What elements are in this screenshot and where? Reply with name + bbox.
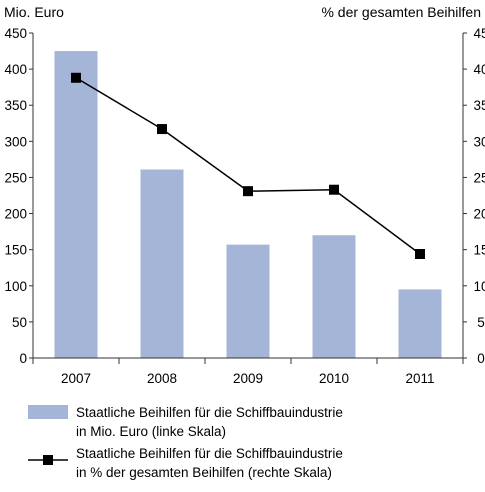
x-tick-label: 2009 [233, 371, 263, 386]
y-left-tick-label: 0 [19, 351, 27, 366]
y-right-tick-label: 45 [473, 26, 485, 41]
legend-bar-label-line1: Staatliche Beihilfen für die Schiffbauin… [76, 405, 343, 420]
y-left-tick-label: 250 [4, 170, 27, 185]
line-point [243, 186, 253, 197]
bar [54, 51, 98, 359]
x-tick-labels: 2007 2008 2009 2010 2011 [61, 371, 435, 386]
legend-bar-label-line2: in Mio. Euro (linke Skala) [76, 424, 226, 439]
line-series [71, 72, 425, 259]
y-right-axis-title: % der gesamten Beihilfen [321, 4, 481, 20]
y-left-tick-label: 350 [4, 98, 27, 113]
line-point [157, 124, 167, 135]
y-left-tick-label: 200 [4, 207, 27, 222]
y-left-axis-title: Mio. Euro [4, 4, 64, 20]
y-left-tick-label: 300 [4, 134, 27, 149]
line-point [329, 184, 339, 195]
y-right-tick-label: 0 [477, 351, 485, 366]
bar [398, 289, 442, 358]
y-right-tick-label: 40 [473, 62, 485, 77]
bar [312, 235, 356, 358]
y-left-tick-label: 450 [4, 26, 27, 41]
y-right-tick-label: 15 [473, 243, 485, 258]
y-left-tick-label: 50 [12, 315, 27, 330]
x-tick-label: 2007 [61, 371, 91, 386]
legend-line-label-line2: in % der gesamten Beihilfen (rechte Skal… [76, 465, 332, 480]
line-point [415, 249, 425, 259]
x-tick-label: 2011 [405, 371, 434, 386]
y-right-tick-label: 10 [473, 279, 485, 294]
y-right-tick-label: 5 [477, 315, 485, 330]
bar-series [54, 51, 442, 359]
y-left-tick-label: 100 [4, 279, 27, 294]
y-right-tick-labels: 0 5 10 15 20 25 30 35 40 45 [473, 26, 485, 366]
legend-bar-swatch [28, 405, 68, 419]
legend: Staatliche Beihilfen für die Schiffbauin… [28, 405, 343, 480]
line-path [75, 77, 421, 255]
x-tick-label: 2008 [147, 371, 177, 386]
y-left-tick-label: 150 [4, 243, 27, 258]
legend-line-label-line1: Staatliche Beihilfen für die Schiffbauin… [76, 446, 343, 461]
x-tick-label: 2010 [319, 371, 349, 386]
y-left-tick-labels: 0 50 100 150 200 250 300 350 400 450 [4, 26, 27, 366]
line-point [71, 72, 81, 83]
bar [140, 169, 184, 358]
legend-line-marker [43, 455, 53, 465]
axes [29, 32, 467, 364]
y-right-tick-label: 30 [473, 134, 485, 149]
y-right-tick-label: 35 [473, 98, 485, 113]
bar [226, 244, 270, 358]
y-left-tick-label: 400 [4, 62, 27, 77]
y-right-tick-label: 20 [473, 207, 485, 222]
y-right-tick-label: 25 [473, 170, 485, 185]
